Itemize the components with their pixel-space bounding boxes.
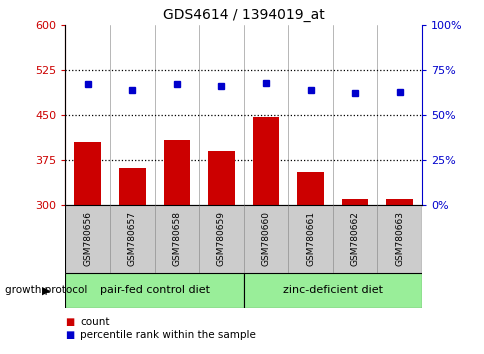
Text: count: count xyxy=(80,317,109,327)
Bar xyxy=(65,273,243,308)
Bar xyxy=(163,140,190,205)
Bar xyxy=(385,199,412,205)
Bar xyxy=(243,273,421,308)
Text: ▶: ▶ xyxy=(42,285,50,295)
Title: GDS4614 / 1394019_at: GDS4614 / 1394019_at xyxy=(163,8,324,22)
Text: GSM780663: GSM780663 xyxy=(394,211,403,267)
Text: GSM780661: GSM780661 xyxy=(305,211,315,267)
Text: zinc-deficient diet: zinc-deficient diet xyxy=(282,285,382,295)
Bar xyxy=(252,117,279,205)
Bar xyxy=(341,199,368,205)
Text: GSM780662: GSM780662 xyxy=(350,211,359,267)
Text: GSM780656: GSM780656 xyxy=(83,211,92,267)
Bar xyxy=(119,168,145,205)
Text: pair-fed control diet: pair-fed control diet xyxy=(99,285,209,295)
Text: GSM780657: GSM780657 xyxy=(128,211,136,267)
Text: percentile rank within the sample: percentile rank within the sample xyxy=(80,330,256,339)
Text: ■: ■ xyxy=(65,330,75,339)
Bar xyxy=(74,142,101,205)
Bar xyxy=(297,172,323,205)
Text: ■: ■ xyxy=(65,317,75,327)
Bar xyxy=(208,151,234,205)
Text: growth protocol: growth protocol xyxy=(5,285,87,295)
Text: GSM780658: GSM780658 xyxy=(172,211,181,267)
Text: GSM780659: GSM780659 xyxy=(216,211,226,267)
Text: GSM780660: GSM780660 xyxy=(261,211,270,267)
